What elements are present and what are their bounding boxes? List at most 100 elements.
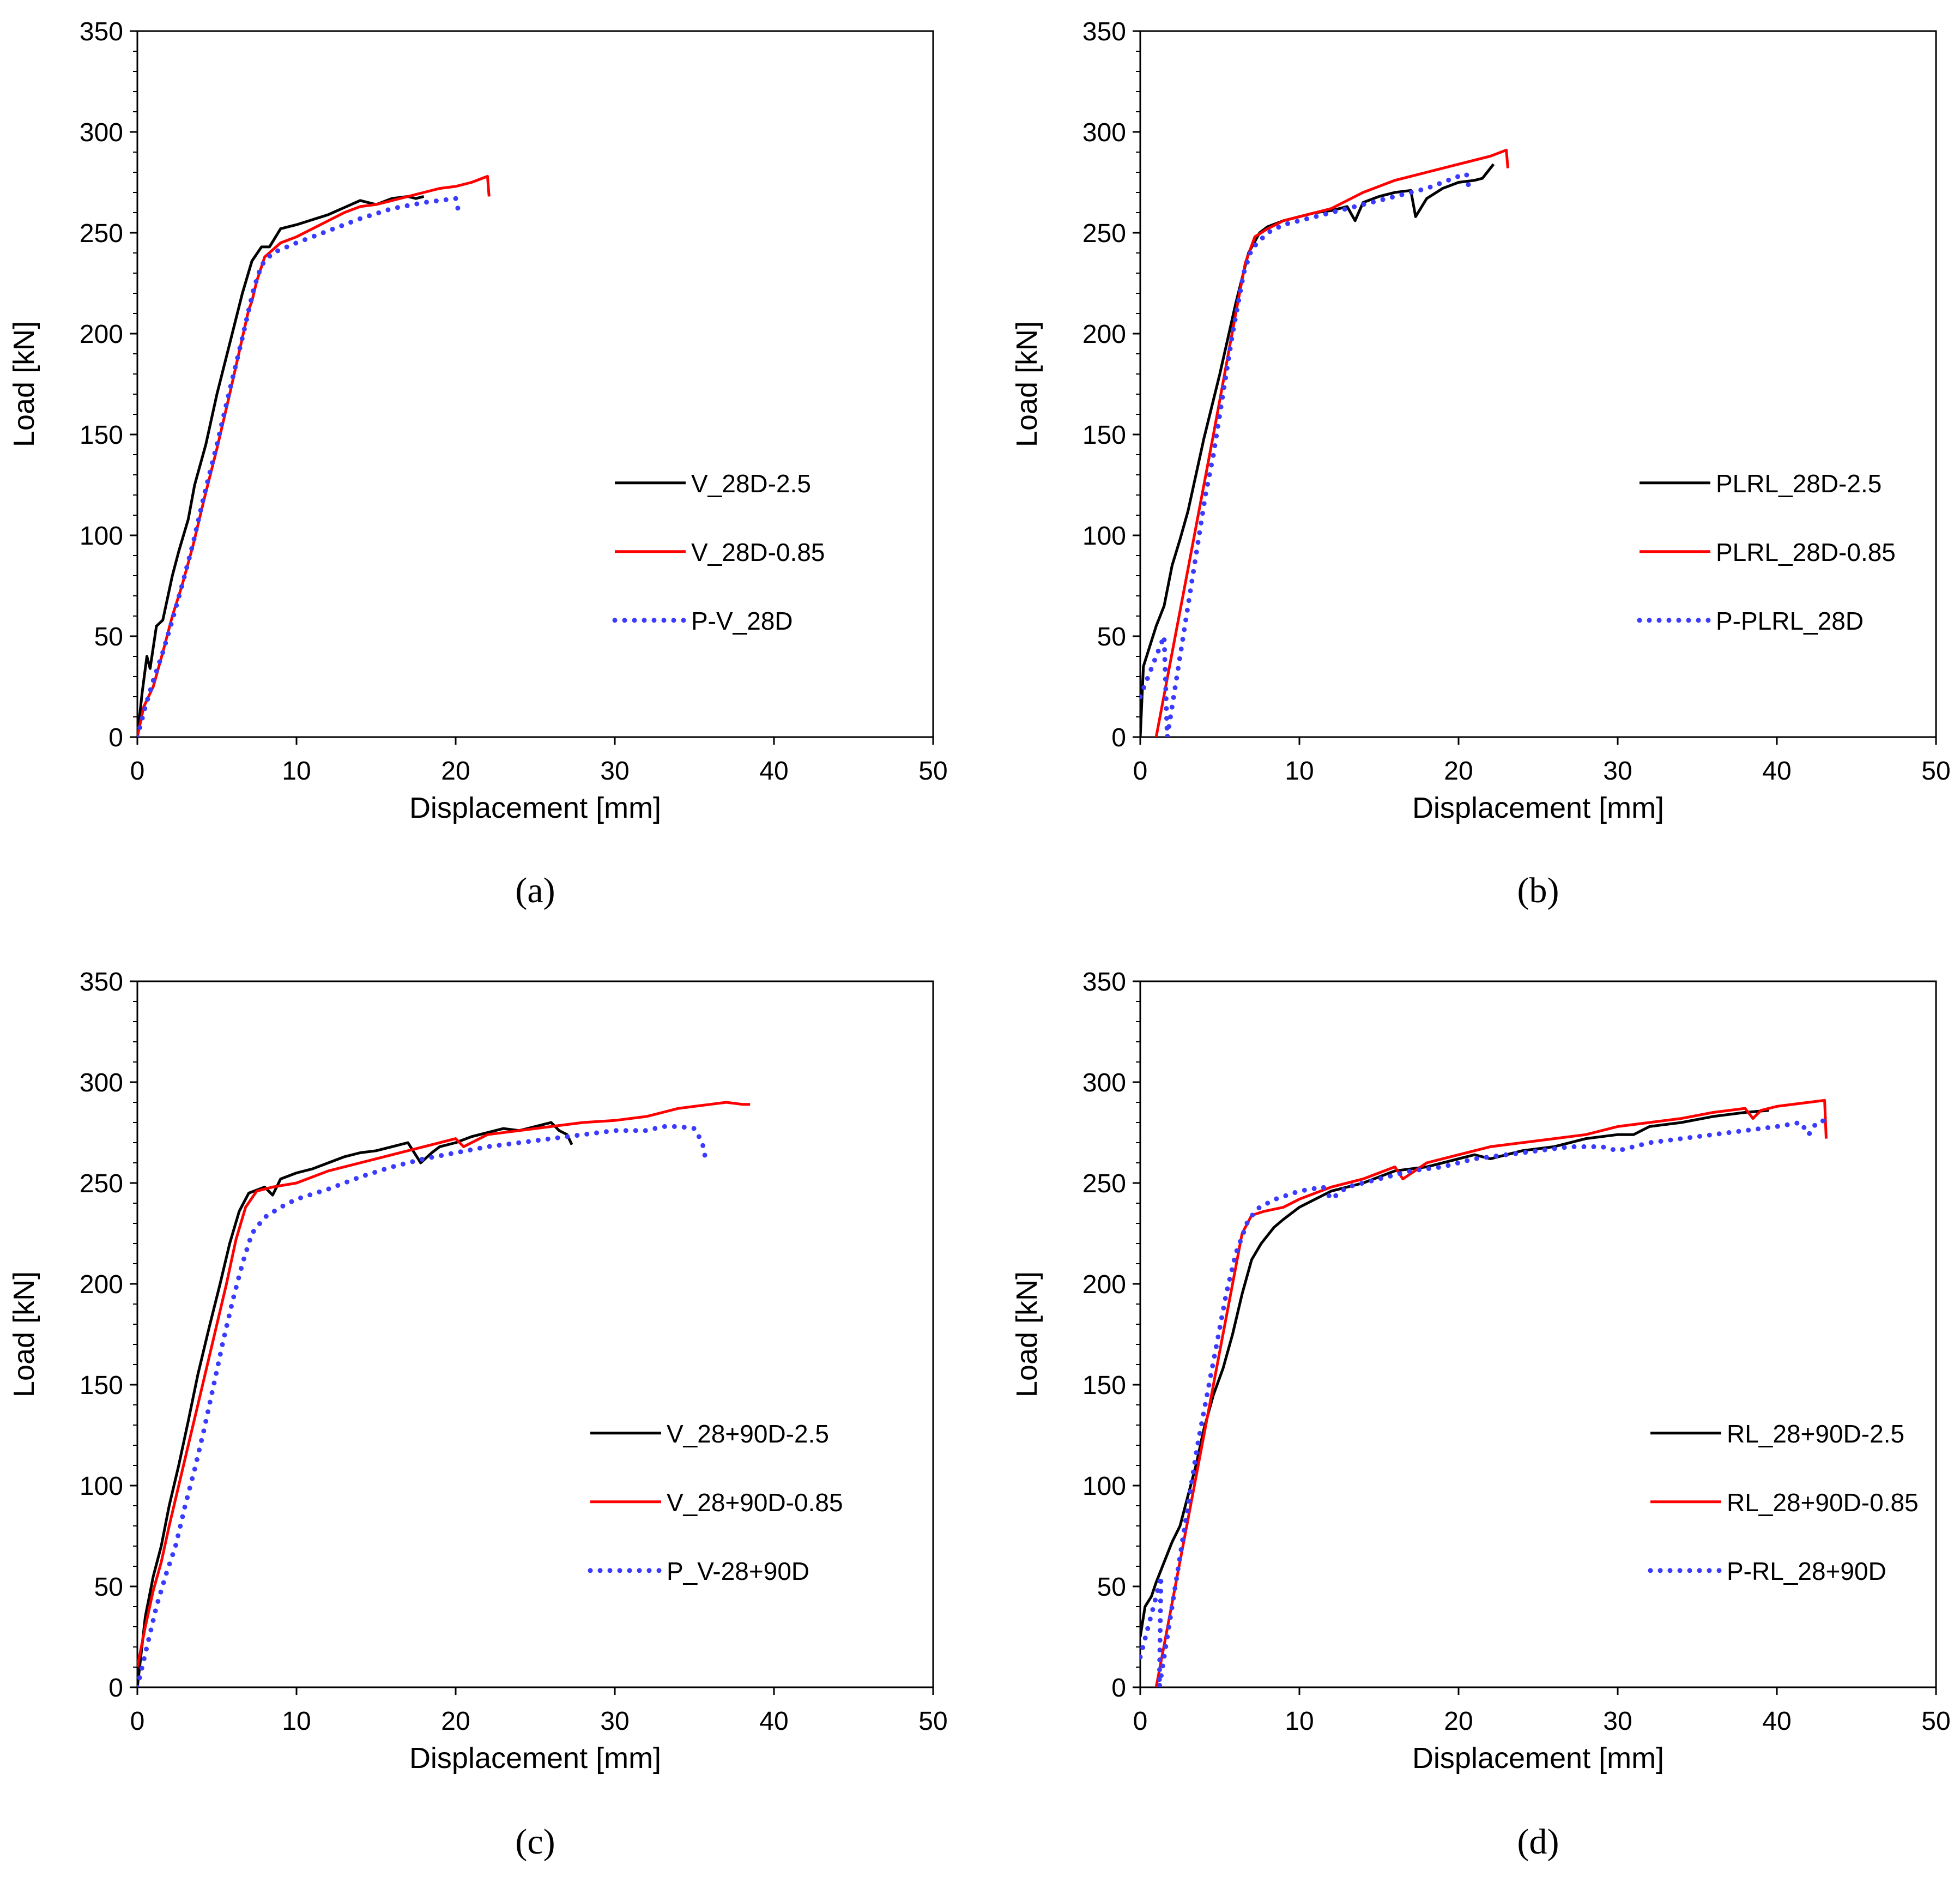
- x-tick-label: 0: [1133, 757, 1148, 786]
- series-line-v-28-90d-0-85: [137, 1101, 751, 1668]
- x-tick-label: 30: [600, 1707, 629, 1736]
- x-tick-label: 20: [1444, 1707, 1473, 1736]
- y-tick-label: 300: [80, 118, 123, 147]
- x-axis-title: Displacement [mm]: [409, 1742, 661, 1775]
- panel-label: (a): [515, 871, 555, 910]
- y-tick-label: 150: [80, 421, 123, 450]
- x-tick-label: 40: [759, 757, 788, 786]
- legend-label: P-PLRL_28D: [1716, 607, 1864, 635]
- series-line-v-28d-2-5: [137, 195, 425, 737]
- y-tick-label: 100: [1082, 1472, 1126, 1501]
- y-tick-label: 50: [1097, 623, 1126, 651]
- x-tick-label: 10: [1285, 1707, 1314, 1736]
- chart-panel-a: 0 50 100 150 200 250 300 350 0 10 20 30 40 50 Displace…: [8, 17, 948, 910]
- y-tick-label: 350: [80, 17, 123, 46]
- x-tick-label: 30: [600, 757, 629, 786]
- x-tick-label: 10: [1285, 757, 1314, 786]
- x-tick-label: 30: [1603, 1707, 1632, 1736]
- chart-panel-b: 0 50 100 150 200 250 300 350 0 10 20 30 40 50 Displace…: [1011, 17, 1951, 910]
- x-tick-label: 20: [441, 757, 470, 786]
- y-tick-label: 0: [1111, 1674, 1126, 1703]
- series-line-p-v-28d: [137, 196, 462, 737]
- series-line-plrl-28d-2-5: [1140, 163, 1495, 737]
- y-tick-label: 100: [1082, 522, 1126, 551]
- series-line-p-plrl-28d: [1140, 172, 1472, 737]
- series-line-v-28d-0-85: [137, 174, 491, 737]
- legend-label: P-V_28D: [691, 607, 793, 635]
- y-axis-title: Load [kN]: [8, 1271, 40, 1397]
- y-tick-label: 150: [80, 1371, 123, 1400]
- y-axis-title: Load [kN]: [8, 321, 40, 447]
- y-tick-label: 250: [80, 1169, 123, 1198]
- y-tick-label: 250: [1082, 219, 1126, 248]
- plot-area: [136, 30, 934, 738]
- x-tick-label: 50: [918, 1707, 947, 1736]
- panel-label: (d): [1517, 1822, 1559, 1862]
- y-tick-label: 300: [1082, 118, 1126, 147]
- series-line-v-28-90d-2-5: [137, 1121, 573, 1687]
- x-tick-label: 0: [130, 1707, 145, 1736]
- legend-label: P_V-28+90D: [667, 1557, 809, 1585]
- y-tick-label: 150: [1082, 1371, 1126, 1400]
- y-tick-label: 0: [108, 1674, 123, 1703]
- x-tick-label: 50: [918, 757, 947, 786]
- legend-label: V_28+90D-2.5: [667, 1420, 829, 1448]
- y-axis-title: Load [kN]: [1011, 321, 1043, 447]
- chart-panel-c: 0 50 100 150 200 250 300 350 0 10 20 30 40 50 Displace…: [8, 968, 948, 1862]
- y-tick-label: 350: [1082, 17, 1126, 46]
- y-tick-label: 200: [80, 320, 123, 349]
- panel-label: (b): [1517, 871, 1559, 910]
- legend-label: RL_28+90D-0.85: [1727, 1488, 1919, 1517]
- x-tick-label: 50: [1921, 1707, 1950, 1736]
- y-tick-label: 300: [1082, 1069, 1126, 1097]
- y-tick-label: 300: [80, 1069, 123, 1097]
- plot-area: [136, 980, 934, 1688]
- y-axis-title: Load [kN]: [1011, 1271, 1043, 1397]
- y-tick-label: 50: [1097, 1573, 1126, 1602]
- y-tick-label: 50: [94, 1573, 123, 1602]
- legend-label: P-RL_28+90D: [1727, 1557, 1886, 1585]
- y-tick-label: 150: [1082, 421, 1126, 450]
- x-tick-label: 40: [759, 1707, 788, 1736]
- y-tick-label: 50: [94, 623, 123, 651]
- y-tick-label: 350: [1082, 968, 1126, 997]
- legend-label: PLRL_28D-2.5: [1716, 469, 1882, 498]
- legend-label: V_28D-0.85: [691, 538, 825, 566]
- x-tick-label: 50: [1921, 757, 1950, 786]
- series-line-rl-28-90d-2-5: [1140, 1109, 1769, 1637]
- y-tick-label: 200: [1082, 1270, 1126, 1299]
- x-tick-label: 40: [1762, 1707, 1791, 1736]
- y-tick-label: 200: [80, 1270, 123, 1299]
- x-tick-label: 20: [1444, 757, 1473, 786]
- x-tick-label: 40: [1762, 757, 1791, 786]
- legend-label: V_28D-2.5: [691, 469, 811, 498]
- y-tick-label: 0: [1111, 723, 1126, 752]
- x-tick-label: 10: [282, 757, 311, 786]
- x-tick-label: 30: [1603, 757, 1632, 786]
- y-tick-label: 0: [108, 723, 123, 752]
- y-tick-label: 350: [80, 968, 123, 997]
- x-tick-label: 20: [441, 1707, 470, 1736]
- x-tick-label: 10: [282, 1707, 311, 1736]
- y-tick-label: 100: [80, 522, 123, 551]
- legend-label: V_28+90D-0.85: [667, 1488, 843, 1517]
- x-tick-label: 0: [130, 757, 145, 786]
- series-line-p-rl-28-90d: [1140, 1118, 1828, 1687]
- series-line-rl-28-90d-0-85: [1154, 1099, 1828, 1687]
- y-tick-label: 250: [1082, 1169, 1126, 1198]
- panel-label: (c): [515, 1822, 555, 1862]
- x-axis-title: Displacement [mm]: [1412, 1742, 1664, 1775]
- y-tick-label: 200: [1082, 320, 1126, 349]
- chart-panel-d: 0 50 100 150 200 250 300 350 0 10 20 30 40 50 Displace…: [1011, 968, 1951, 1862]
- plot-area: [1139, 30, 1937, 738]
- legend-label: RL_28+90D-2.5: [1727, 1420, 1904, 1448]
- series-line-plrl-28d-0-85: [1154, 148, 1509, 737]
- series-line-p-v-28-90d: [137, 1124, 708, 1687]
- y-tick-label: 250: [80, 219, 123, 248]
- legend-label: PLRL_28D-0.85: [1716, 538, 1896, 566]
- plot-area: [1139, 980, 1937, 1688]
- x-axis-title: Displacement [mm]: [409, 792, 661, 824]
- x-tick-label: 0: [1133, 1707, 1148, 1736]
- x-axis-title: Displacement [mm]: [1412, 792, 1664, 824]
